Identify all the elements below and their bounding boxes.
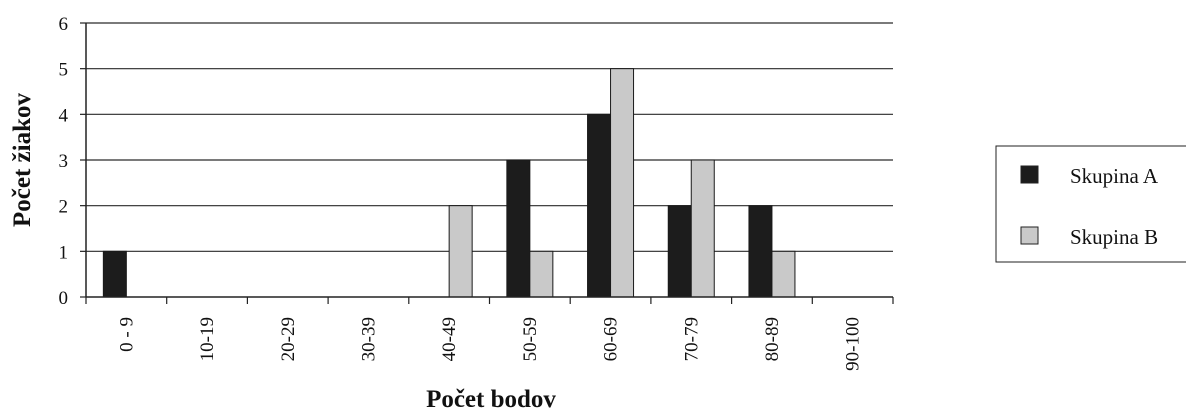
y-tick-label: 3 <box>59 151 69 172</box>
y-axis-title: Počet žiakov <box>9 93 36 227</box>
x-tick-label: 60-69 <box>601 317 622 361</box>
x-tick-label: 50-59 <box>520 317 541 361</box>
x-tick-label: 20-29 <box>278 317 299 361</box>
bar-skupina-b <box>529 250 554 298</box>
bar-skupina-a <box>587 113 612 298</box>
x-tick-label: 70-79 <box>681 317 702 361</box>
y-tick-label: 4 <box>59 105 69 126</box>
bar-skupina-b <box>771 250 796 298</box>
bar-skupina-a <box>667 205 692 298</box>
y-tick-label: 2 <box>59 197 69 218</box>
x-tick-label: 10-19 <box>197 317 218 361</box>
x-tick-label: 80-89 <box>762 317 783 361</box>
x-tick-label: 90-100 <box>843 317 864 371</box>
legend-label-skupina-b: Skupina B <box>1070 225 1158 249</box>
x-tick-labels: 0 - 9 10-19 20-29 30-39 40-49 50-59 60-69 70-79… <box>116 317 863 371</box>
bar-skupina-a <box>748 205 773 298</box>
bar-skupina-b <box>690 159 715 298</box>
legend-swatch-skupina-b <box>1020 226 1039 245</box>
x-tick-label: 0 - 9 <box>116 317 137 352</box>
y-tick-labels: 0 1 2 3 4 5 6 <box>59 14 69 309</box>
y-tick-label: 1 <box>59 242 69 263</box>
legend-label-skupina-a: Skupina A <box>1070 164 1159 188</box>
bar-skupina-a <box>506 159 531 298</box>
x-tick-label: 30-39 <box>358 317 379 361</box>
bar-skupina-a <box>102 250 127 298</box>
legend-swatch-skupina-a <box>1020 165 1039 184</box>
y-tick-label: 6 <box>59 14 69 35</box>
y-tick-label: 0 <box>59 288 69 309</box>
y-tick-label: 5 <box>59 60 69 81</box>
legend: Skupina A Skupina B <box>995 145 1186 263</box>
bar-skupina-b <box>448 205 473 298</box>
x-tick-label: 40-49 <box>439 317 460 361</box>
x-axis-title: Počet bodov <box>426 386 556 413</box>
bar-skupina-b <box>610 68 635 298</box>
bars <box>102 68 796 298</box>
axes <box>80 22 894 304</box>
